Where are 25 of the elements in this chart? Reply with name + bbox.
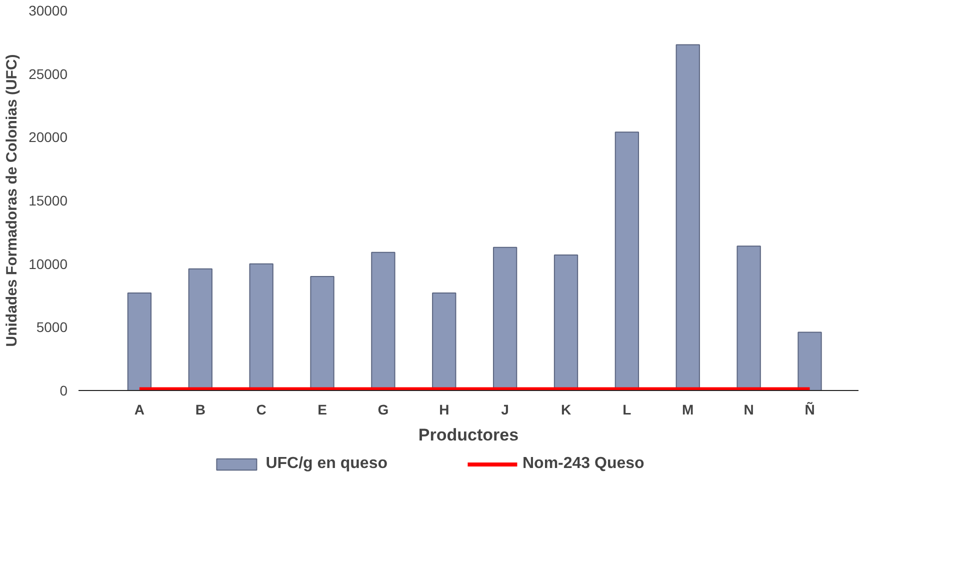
y-axis-title: Unidades Formadoras de Colonias (UFC): [4, 54, 21, 347]
x-tick-label: E: [318, 402, 327, 418]
legend-label: Nom-243 Queso: [522, 455, 644, 473]
y-tick-label: 15000: [28, 192, 68, 208]
x-tick-label: L: [622, 402, 632, 418]
y-tick-label: 20000: [28, 129, 68, 146]
bar: [798, 332, 822, 390]
x-tick-label: G: [378, 402, 389, 418]
x-tick-label: Ñ: [804, 402, 815, 418]
y-tick-label: 0: [60, 382, 68, 398]
x-tick-label: N: [744, 402, 754, 418]
x-tick-label: M: [682, 402, 694, 418]
x-tick-label: C: [256, 402, 266, 418]
y-tick-label: 5000: [36, 319, 68, 336]
x-tick-label: J: [501, 402, 509, 418]
legend-label: UFC/g en queso: [266, 455, 388, 473]
x-tick-label: A: [134, 402, 145, 418]
x-tick-label: B: [195, 402, 206, 418]
y-tick-label: 25000: [28, 66, 68, 82]
bar: [127, 292, 152, 390]
x-tick-label: H: [439, 402, 450, 418]
y-tick-label: 30000: [28, 2, 68, 18]
x-axis-title: Productores: [418, 426, 519, 444]
y-tick-label: 10000: [28, 256, 68, 272]
x-tick-label: K: [560, 402, 572, 418]
